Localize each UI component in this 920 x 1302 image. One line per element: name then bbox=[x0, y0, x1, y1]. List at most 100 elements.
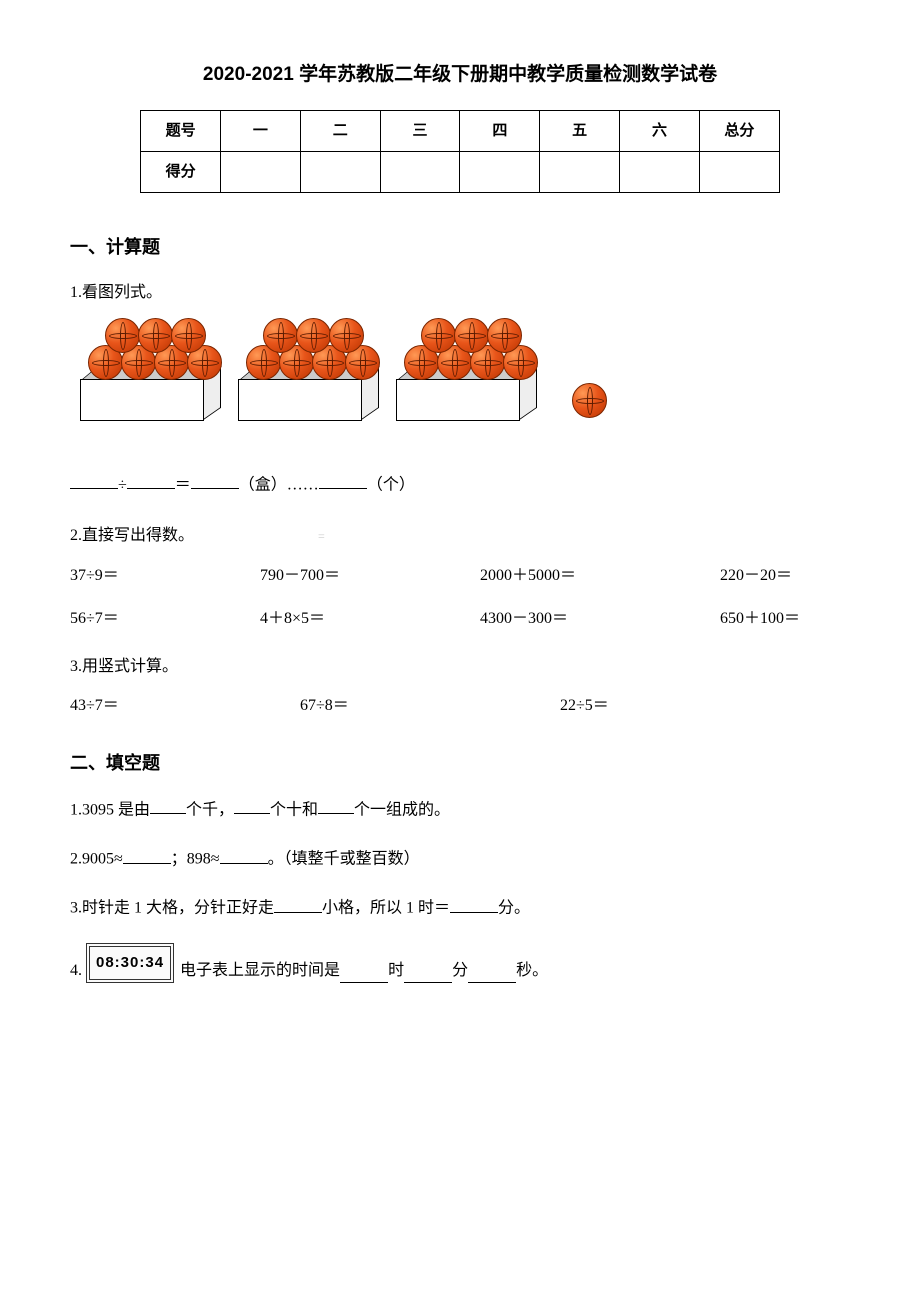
th-total: 总分 bbox=[699, 111, 779, 152]
blank bbox=[318, 796, 354, 815]
s2q4-unit1: 时 bbox=[388, 958, 404, 984]
q1: 1.看图列式。 bbox=[70, 280, 850, 498]
score-table-score-row: 得分 bbox=[141, 152, 780, 193]
calc-item: 790－700＝ bbox=[260, 563, 420, 589]
calc-item: 22÷5＝ bbox=[560, 693, 609, 719]
q2-label-text: 2.直接写出得数。 bbox=[70, 527, 194, 544]
th-5: 五 bbox=[540, 111, 620, 152]
section-2-title: 二、填空题 bbox=[70, 749, 850, 778]
balls-group bbox=[404, 316, 540, 378]
s2q2-prefix: 2.9005≈ bbox=[70, 851, 123, 868]
basketball-icon bbox=[421, 318, 456, 353]
q2-row2: 56÷7＝ 4＋8×5＝ 4300－300＝ 650＋100＝ bbox=[70, 606, 850, 632]
score-cell bbox=[540, 152, 620, 193]
blank bbox=[468, 965, 516, 984]
calc-item: 56÷7＝ bbox=[70, 606, 200, 632]
score-cell bbox=[699, 152, 779, 193]
th-4: 四 bbox=[460, 111, 540, 152]
s2q1-mid1: 个千， bbox=[186, 801, 234, 818]
score-cell bbox=[221, 152, 301, 193]
s2q4-unit3: 秒。 bbox=[516, 958, 548, 984]
s2-q1: 1.3095 是由 个千， 个十和 个一组成的。 bbox=[70, 796, 850, 823]
q2: 2.直接写出得数。 = 37÷9＝ 790－700＝ 2000＋5000＝ 22… bbox=[70, 523, 850, 632]
balls-group bbox=[88, 316, 224, 378]
box-front bbox=[396, 379, 520, 421]
box-unit bbox=[80, 316, 232, 421]
balls-group bbox=[246, 316, 382, 378]
blank bbox=[404, 965, 452, 984]
th-2: 二 bbox=[300, 111, 380, 152]
blank bbox=[150, 796, 186, 815]
basketball-icon bbox=[329, 318, 364, 353]
page-title: 2020-2021 学年苏教版二年级下册期中教学质量检测数学试卷 bbox=[70, 60, 850, 90]
s2q4-mid1: 电子表上显示的时间是 bbox=[180, 958, 340, 984]
row2-label: 得分 bbox=[141, 152, 221, 193]
unit-piece: （个） bbox=[367, 476, 415, 493]
basketball-icon bbox=[454, 318, 489, 353]
blank bbox=[274, 894, 322, 913]
blank bbox=[123, 845, 171, 864]
th-1: 一 bbox=[221, 111, 301, 152]
basketball-icon bbox=[296, 318, 331, 353]
unit-box: （盒）…… bbox=[239, 476, 319, 493]
calc-item: 4300－300＝ bbox=[480, 606, 660, 632]
calc-item: 43÷7＝ bbox=[70, 693, 240, 719]
basketball-icon bbox=[105, 318, 140, 353]
s2q3-suffix: 分。 bbox=[498, 900, 530, 917]
blank bbox=[70, 471, 118, 490]
box-front bbox=[238, 379, 362, 421]
th-label: 题号 bbox=[141, 111, 221, 152]
s2q4-unit2: 分 bbox=[452, 958, 468, 984]
calc-item: 220－20＝ bbox=[720, 563, 792, 589]
calc-item: 37÷9＝ bbox=[70, 563, 200, 589]
score-cell bbox=[380, 152, 460, 193]
score-cell bbox=[300, 152, 380, 193]
calc-item: 2000＋5000＝ bbox=[480, 563, 660, 589]
basketball-icon bbox=[171, 318, 206, 353]
score-table-header-row: 题号 一 二 三 四 五 六 总分 bbox=[141, 111, 780, 152]
s2q3-prefix: 3.时针走 1 大格，分针正好走 bbox=[70, 900, 274, 917]
boxes-row bbox=[80, 316, 850, 421]
basketball-icon bbox=[263, 318, 298, 353]
th-6: 六 bbox=[620, 111, 700, 152]
s2q2-mid: ；898≈ bbox=[171, 851, 220, 868]
digital-clock-icon: 08:30:34 bbox=[86, 943, 174, 983]
score-cell bbox=[460, 152, 540, 193]
watermark: = bbox=[318, 529, 325, 543]
basketball-icon bbox=[487, 318, 522, 353]
blank bbox=[191, 471, 239, 490]
s2q1-suffix: 个一组成的。 bbox=[354, 801, 450, 818]
q1-label: 1.看图列式。 bbox=[70, 280, 850, 306]
s2q4-prefix: 4. bbox=[70, 958, 82, 984]
blank bbox=[234, 796, 270, 815]
q1-equation: ÷＝（盒）……（个） bbox=[70, 471, 850, 498]
calc-item: 650＋100＝ bbox=[720, 606, 800, 632]
blank bbox=[319, 471, 367, 490]
section-1-title: 一、计算题 bbox=[70, 233, 850, 262]
s2q3-mid: 小格，所以 1 时＝ bbox=[322, 900, 450, 917]
q2-label: 2.直接写出得数。 = bbox=[70, 523, 850, 549]
basketball-icon bbox=[572, 383, 607, 418]
s2-q3: 3.时针走 1 大格，分针正好走 小格，所以 1 时＝ 分。 bbox=[70, 894, 850, 921]
s2q1-mid2: 个十和 bbox=[270, 801, 318, 818]
calc-item: 67÷8＝ bbox=[300, 693, 500, 719]
th-3: 三 bbox=[380, 111, 460, 152]
s2q2-suffix: 。（填整千或整百数） bbox=[268, 851, 420, 868]
blank bbox=[340, 965, 388, 984]
score-table: 题号 一 二 三 四 五 六 总分 得分 bbox=[140, 110, 780, 193]
q2-row1: 37÷9＝ 790－700＝ 2000＋5000＝ 220－20＝ bbox=[70, 563, 850, 589]
score-cell bbox=[620, 152, 700, 193]
s2-q2: 2.9005≈ ；898≈ 。（填整千或整百数） bbox=[70, 845, 850, 872]
blank bbox=[450, 894, 498, 913]
box-front bbox=[80, 379, 204, 421]
blank bbox=[220, 845, 268, 864]
q3-label: 3.用竖式计算。 bbox=[70, 654, 850, 680]
box-unit bbox=[238, 316, 390, 421]
q1-figure bbox=[80, 316, 850, 421]
s2-q4: 4. 08:30:34 电子表上显示的时间是 时 分 秒。 bbox=[70, 943, 850, 983]
q3-row: 43÷7＝ 67÷8＝ 22÷5＝ bbox=[70, 693, 850, 719]
q3: 3.用竖式计算。 43÷7＝ 67÷8＝ 22÷5＝ bbox=[70, 654, 850, 719]
box-unit bbox=[396, 316, 548, 421]
s2q1-prefix: 1.3095 是由 bbox=[70, 801, 150, 818]
calc-item: 4＋8×5＝ bbox=[260, 606, 420, 632]
